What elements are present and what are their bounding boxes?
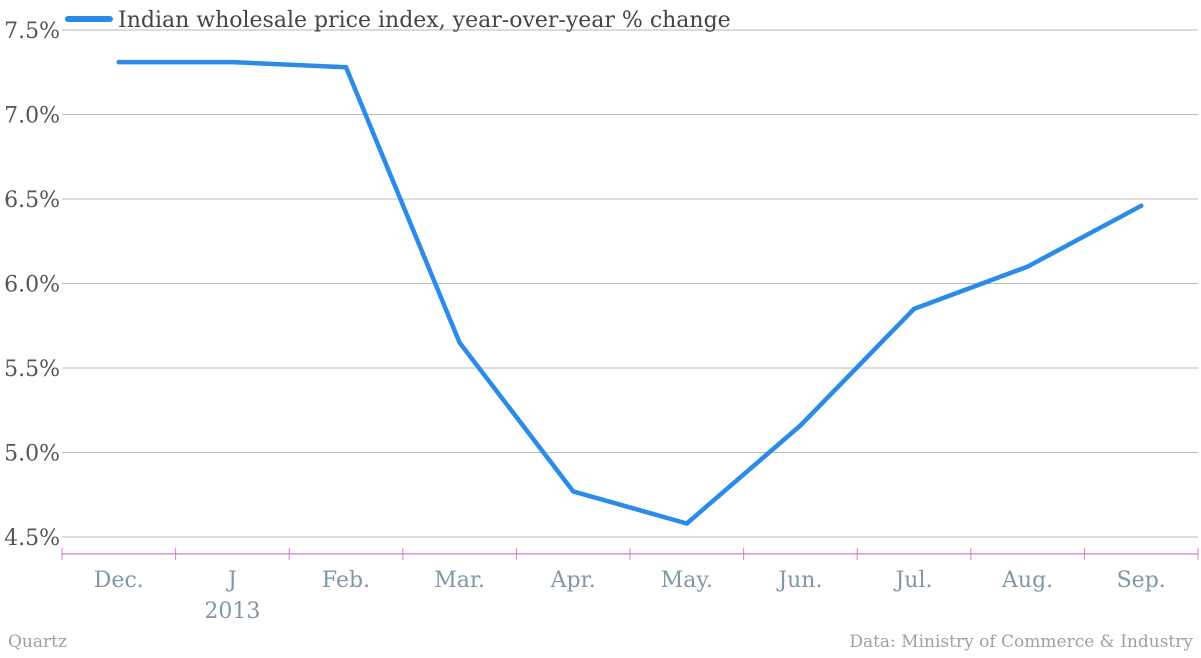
y-tick-label: 4.5% <box>4 526 60 551</box>
y-tick-label: 6.0% <box>4 273 60 298</box>
series-points <box>116 59 1144 526</box>
x-tick-label: Dec. <box>94 568 144 593</box>
x-tick-label: May. <box>661 568 713 593</box>
data-point <box>911 306 917 312</box>
x-tick-label: Aug. <box>1001 568 1053 593</box>
footer-credit: Data: Ministry of Commerce & Industry <box>849 632 1193 652</box>
x-tick-label: Sep. <box>1117 568 1166 593</box>
y-tick-label: 6.5% <box>4 188 60 213</box>
gridlines <box>62 29 1198 538</box>
y-axis-ticks: 4.5% 5.0% 5.5% 6.0% 6.5% 7.0% 7.5% <box>4 19 60 551</box>
x-tick-label: Apr. <box>550 568 596 593</box>
data-point <box>116 59 122 65</box>
y-tick-label: 5.5% <box>4 357 60 382</box>
y-tick-label: 7.0% <box>4 104 60 129</box>
data-point <box>343 64 349 70</box>
y-tick-label: 5.0% <box>4 442 60 467</box>
x-tick-label: Jun. <box>776 568 822 593</box>
series-line <box>116 59 1144 526</box>
data-point <box>798 423 803 428</box>
data-point <box>571 489 576 494</box>
footer-source: Quartz <box>8 632 67 652</box>
x-tick-label: J <box>226 568 237 593</box>
x-axis-tick-marks <box>61 547 1199 560</box>
data-point <box>684 521 689 526</box>
x-axis-labels: Dec. J Feb. Mar. Apr. May. Jun. Jul. Aug. Sep. <box>94 568 1166 593</box>
x-tick-label: Jul. <box>893 568 932 593</box>
legend-label: Indian wholesale price index, year-over-… <box>118 8 731 33</box>
data-point <box>1139 203 1144 208</box>
x-tick-label: Feb. <box>322 568 370 593</box>
data-point <box>230 59 235 65</box>
data-point <box>1025 264 1030 269</box>
legend: Indian wholesale price index, year-over-… <box>65 8 731 33</box>
y-tick-label: 7.5% <box>4 19 60 44</box>
data-point <box>457 340 462 345</box>
x-tick-label: Mar. <box>434 568 485 593</box>
x-axis-year-label: 2013 <box>204 599 260 624</box>
